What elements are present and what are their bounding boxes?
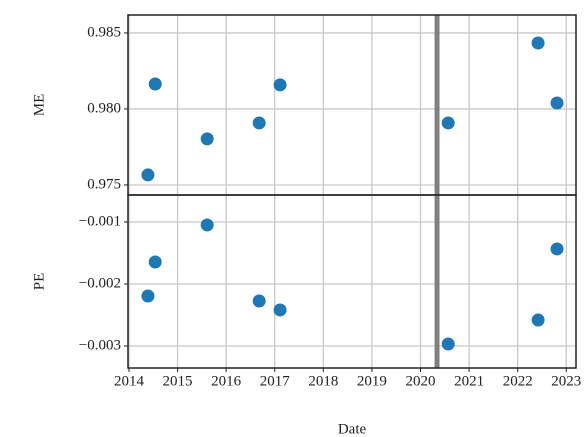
point	[531, 313, 545, 327]
x-tick-label: 2021	[454, 373, 484, 389]
x-tick-label: 2023	[551, 373, 581, 389]
x-tick-label: 2018	[308, 373, 338, 389]
point	[148, 77, 162, 91]
plot-frame	[127, 194, 577, 369]
point	[550, 242, 564, 256]
point	[252, 116, 266, 130]
x-axis-label: Date	[338, 421, 367, 437]
x-tick-label: 2019	[357, 373, 387, 389]
y-tick-label: 0.980	[87, 100, 121, 116]
point	[141, 168, 155, 182]
point	[200, 132, 214, 146]
point	[441, 116, 455, 130]
point	[148, 255, 162, 269]
point	[531, 36, 545, 50]
x-tick-label: 2014	[114, 373, 145, 389]
y-tick-label: −0.003	[79, 337, 121, 353]
point	[441, 337, 455, 351]
x-tick-label: 2020	[406, 373, 436, 389]
point	[273, 78, 287, 92]
point	[550, 96, 564, 110]
x-tick-label: 2016	[211, 373, 242, 389]
y-axis-label: PE	[31, 273, 47, 291]
y-tick-label: −0.001	[79, 213, 121, 229]
point	[273, 303, 287, 317]
point	[141, 289, 155, 303]
point	[200, 218, 214, 232]
y-tick-label: 0.985	[87, 24, 121, 40]
y-tick-label: 0.975	[87, 176, 121, 192]
x-tick-label: 2015	[163, 373, 193, 389]
plot-frame	[127, 14, 577, 196]
x-tick-label: 2017	[260, 373, 291, 389]
point	[252, 294, 266, 308]
y-tick-label: −0.002	[79, 275, 121, 291]
x-tick-label: 2022	[503, 373, 533, 389]
y-axis-label: ME	[31, 94, 47, 117]
